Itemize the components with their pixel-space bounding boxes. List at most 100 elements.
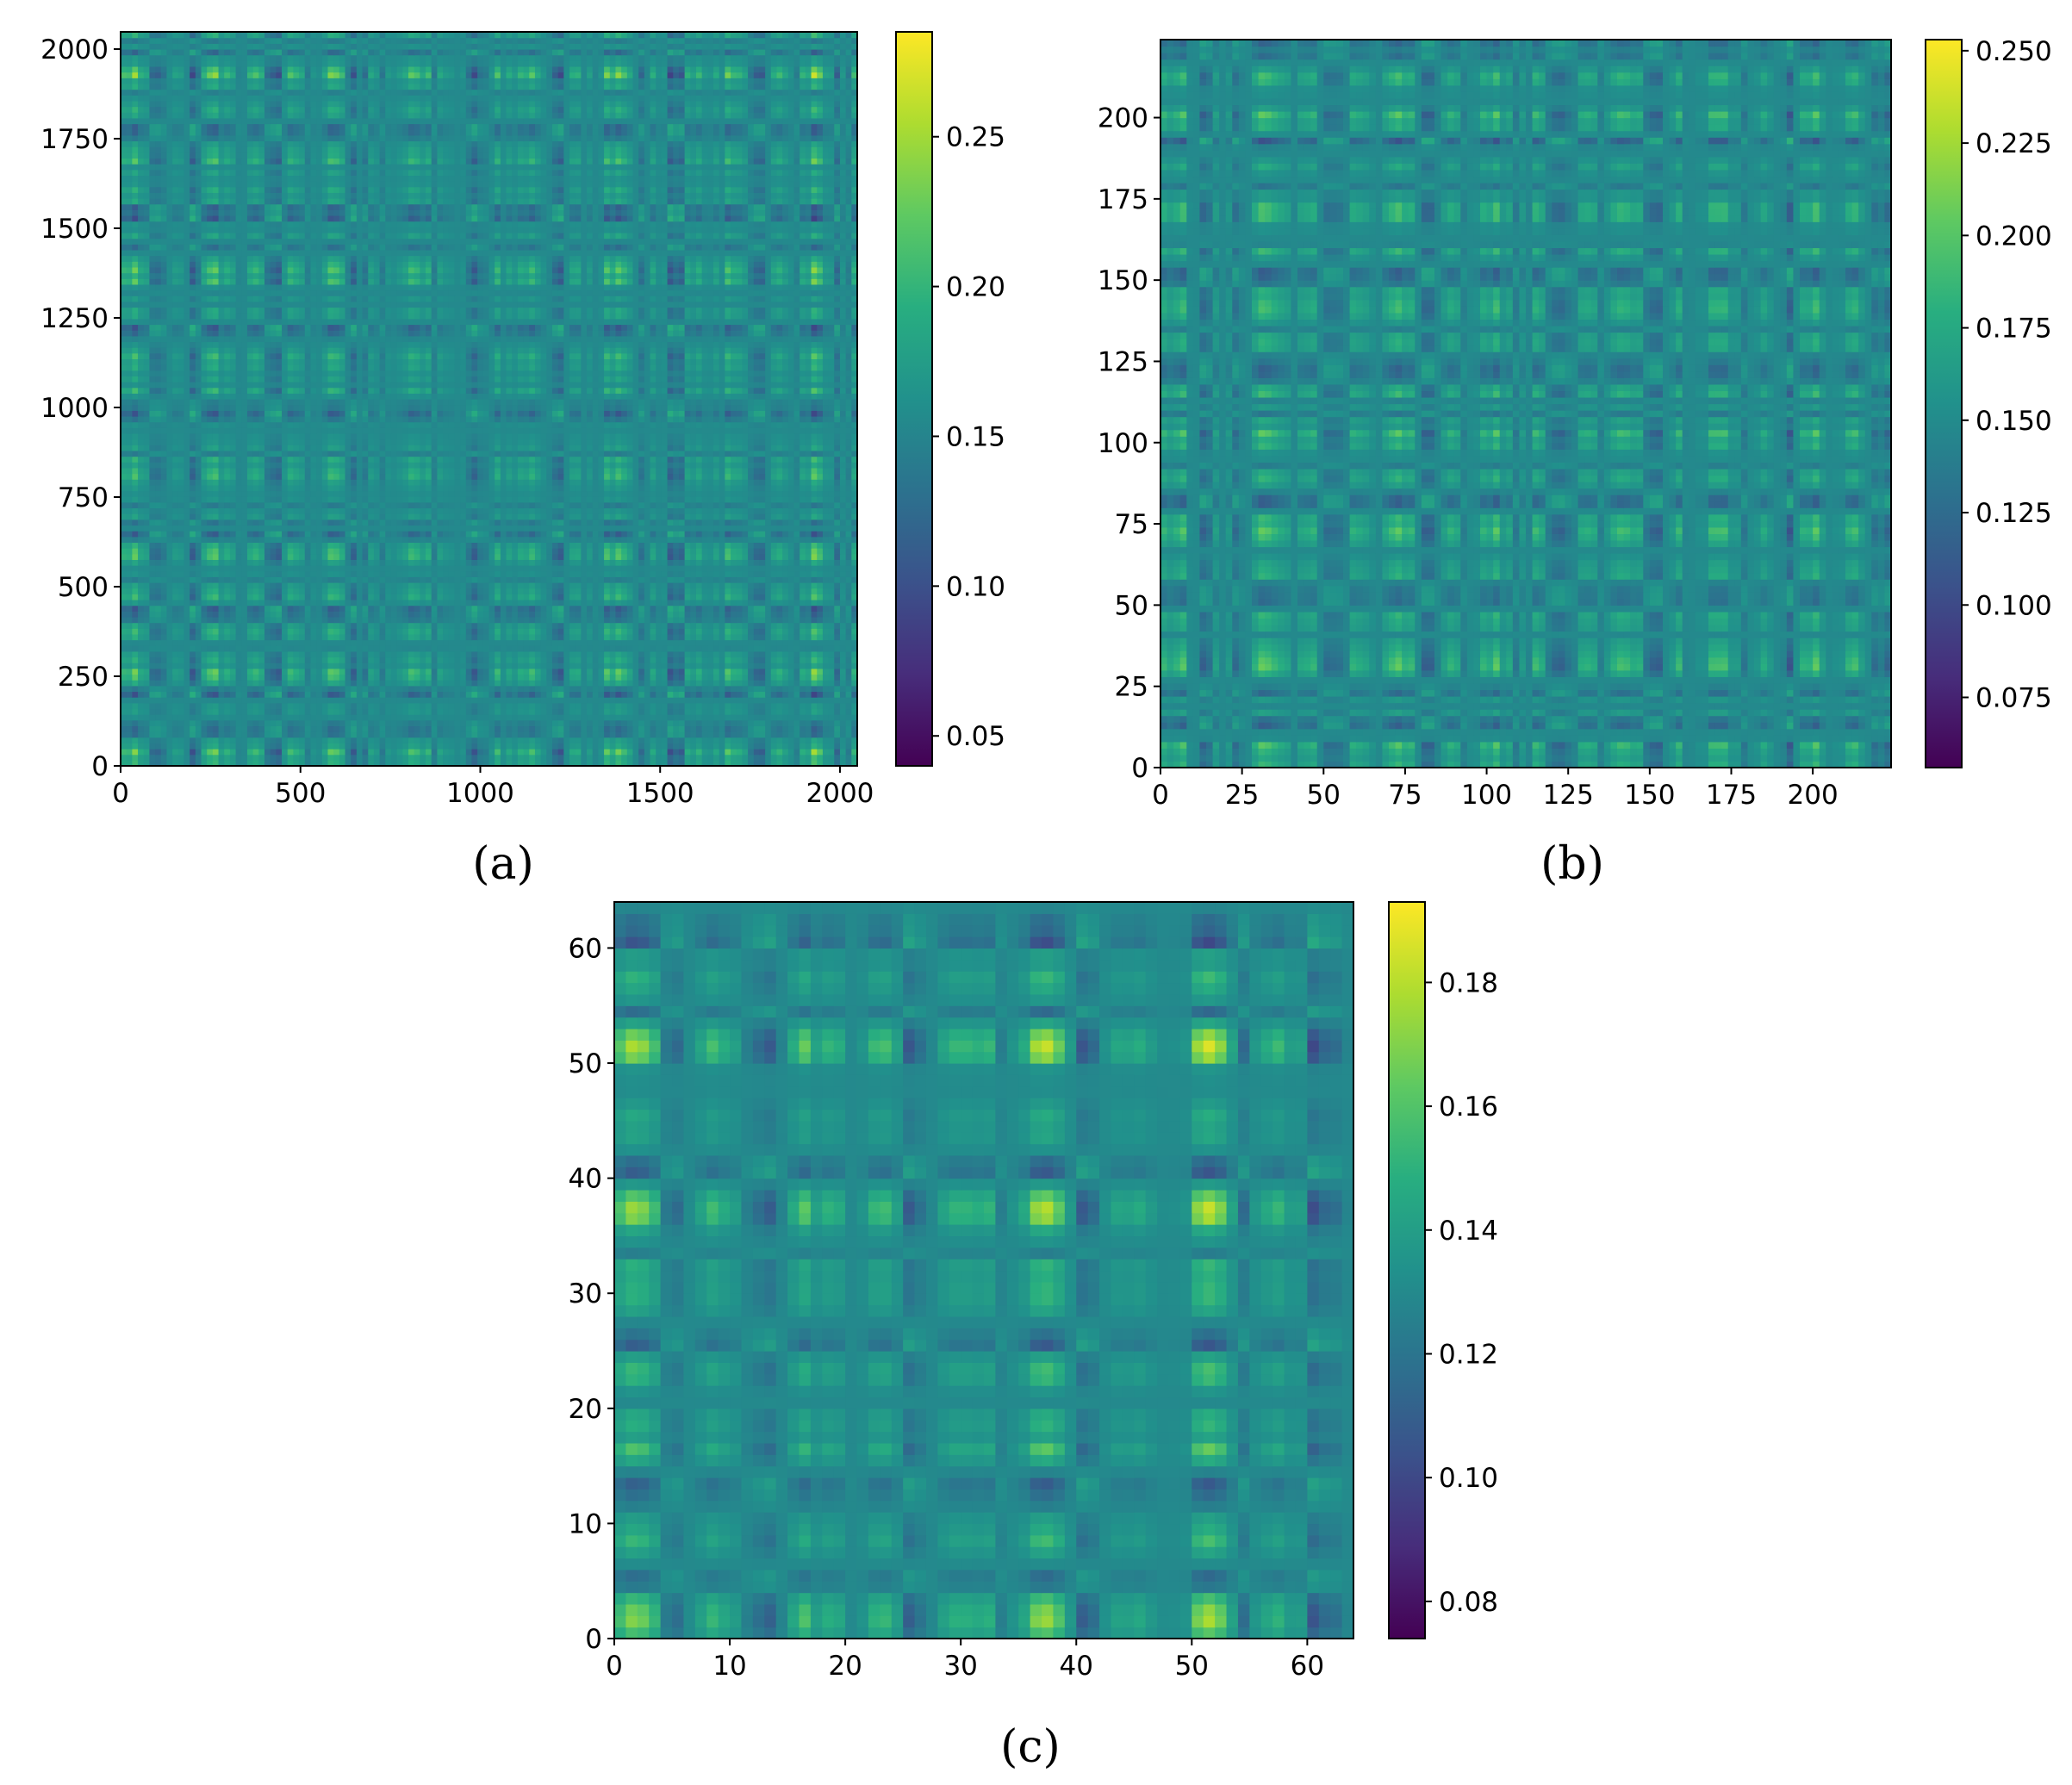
heatmap-cell bbox=[287, 594, 294, 600]
heatmap-cell bbox=[229, 570, 237, 577]
heatmap-cell bbox=[759, 760, 766, 767]
heatmap-cell bbox=[402, 674, 409, 681]
heatmap-cell bbox=[282, 685, 289, 693]
heatmap-cell bbox=[270, 725, 277, 732]
heatmap-cell bbox=[482, 702, 490, 710]
heatmap-cell bbox=[431, 719, 438, 727]
heatmap-cell bbox=[282, 725, 289, 732]
heatmap-cell bbox=[212, 616, 220, 624]
heatmap-cell bbox=[276, 645, 283, 652]
heatmap-cell bbox=[575, 719, 582, 727]
heatmap-cell bbox=[626, 697, 634, 704]
heatmap-cell bbox=[713, 559, 720, 566]
heatmap-cell bbox=[224, 691, 231, 698]
heatmap-cell bbox=[592, 668, 600, 675]
heatmap-cell bbox=[454, 702, 461, 710]
heatmap-cell bbox=[385, 588, 392, 594]
heatmap-cell bbox=[414, 662, 420, 669]
heatmap-cell bbox=[201, 594, 208, 600]
heatmap-cell bbox=[551, 674, 559, 681]
heatmap-cell bbox=[529, 588, 536, 594]
heatmap-cell bbox=[121, 553, 128, 560]
heatmap-cell bbox=[787, 680, 795, 687]
heatmap-cell bbox=[121, 674, 128, 681]
heatmap-cell bbox=[310, 668, 317, 675]
heatmap-cell bbox=[529, 685, 536, 693]
heatmap-cell bbox=[177, 737, 185, 743]
heatmap-cell bbox=[356, 639, 364, 646]
heatmap-cell bbox=[701, 662, 708, 669]
heatmap-cell bbox=[235, 628, 242, 635]
heatmap-cell bbox=[506, 639, 513, 646]
heatmap-cell bbox=[517, 743, 525, 749]
heatmap-cell bbox=[851, 576, 858, 583]
heatmap-cell bbox=[506, 719, 513, 727]
heatmap-cell bbox=[673, 714, 680, 721]
heatmap-cell bbox=[190, 588, 196, 594]
heatmap-cell bbox=[241, 622, 248, 629]
heatmap-cell bbox=[609, 760, 617, 767]
heatmap-cell bbox=[143, 559, 150, 566]
heatmap-cell bbox=[822, 588, 830, 594]
heatmap-cell bbox=[482, 674, 490, 681]
heatmap-cell bbox=[212, 565, 220, 572]
heatmap-cell bbox=[805, 565, 812, 572]
heatmap-cell bbox=[650, 553, 656, 560]
heatmap-cell bbox=[540, 565, 547, 572]
heatmap-cell bbox=[793, 548, 800, 555]
heatmap-cell bbox=[707, 674, 714, 681]
heatmap-cell bbox=[495, 645, 501, 652]
heatmap-cell bbox=[190, 743, 196, 749]
heatmap-cell bbox=[351, 582, 358, 589]
heatmap-cell bbox=[155, 725, 162, 732]
heatmap-cell bbox=[299, 760, 306, 767]
heatmap-cell bbox=[713, 719, 720, 727]
heatmap-cell bbox=[731, 691, 737, 698]
heatmap-cell bbox=[587, 628, 594, 635]
heatmap-cell bbox=[707, 702, 714, 710]
heatmap-cell bbox=[448, 553, 456, 560]
heatmap-cell bbox=[557, 737, 564, 743]
heatmap-cell bbox=[379, 605, 386, 612]
heatmap-cell bbox=[482, 754, 490, 761]
heatmap-cell bbox=[201, 639, 208, 646]
heatmap-cell bbox=[414, 691, 420, 698]
heatmap-cell bbox=[731, 559, 737, 566]
heatmap-cell bbox=[604, 680, 611, 687]
heatmap-cell bbox=[258, 743, 265, 749]
heatmap-cell bbox=[396, 674, 403, 681]
heatmap-cell bbox=[604, 725, 611, 732]
heatmap-cell bbox=[731, 685, 737, 693]
heatmap-cell bbox=[339, 760, 346, 767]
heatmap-cell bbox=[805, 702, 812, 710]
heatmap-cell bbox=[725, 674, 731, 681]
heatmap-cell bbox=[626, 611, 634, 618]
heatmap-cell bbox=[390, 633, 398, 641]
heatmap-cell bbox=[316, 731, 323, 738]
heatmap-cell bbox=[822, 582, 830, 589]
heatmap-cell bbox=[604, 616, 611, 624]
heatmap-cell bbox=[695, 616, 703, 624]
heatmap-cell bbox=[212, 760, 220, 767]
heatmap-cell bbox=[385, 714, 392, 721]
heatmap-cell bbox=[414, 725, 420, 732]
heatmap-cell bbox=[759, 685, 766, 693]
heatmap-cell bbox=[218, 749, 225, 756]
heatmap-cells-a bbox=[121, 32, 858, 767]
heatmap-cell bbox=[246, 633, 254, 641]
heatmap-cell bbox=[362, 743, 369, 749]
heatmap-cell bbox=[713, 754, 720, 761]
heatmap-cell bbox=[793, 570, 800, 577]
heatmap-cell bbox=[356, 542, 364, 549]
heatmap-cell bbox=[172, 588, 179, 594]
heatmap-cell bbox=[316, 737, 323, 743]
heatmap-cell bbox=[379, 548, 386, 555]
heatmap-cell bbox=[598, 674, 605, 681]
heatmap-cell bbox=[310, 594, 317, 600]
heatmap-cell bbox=[598, 565, 605, 572]
heatmap-cell bbox=[282, 548, 289, 555]
heatmap-cell bbox=[390, 725, 398, 732]
heatmap-cell bbox=[201, 616, 208, 624]
heatmap-cell bbox=[725, 749, 731, 756]
heatmap-cell bbox=[731, 674, 737, 681]
